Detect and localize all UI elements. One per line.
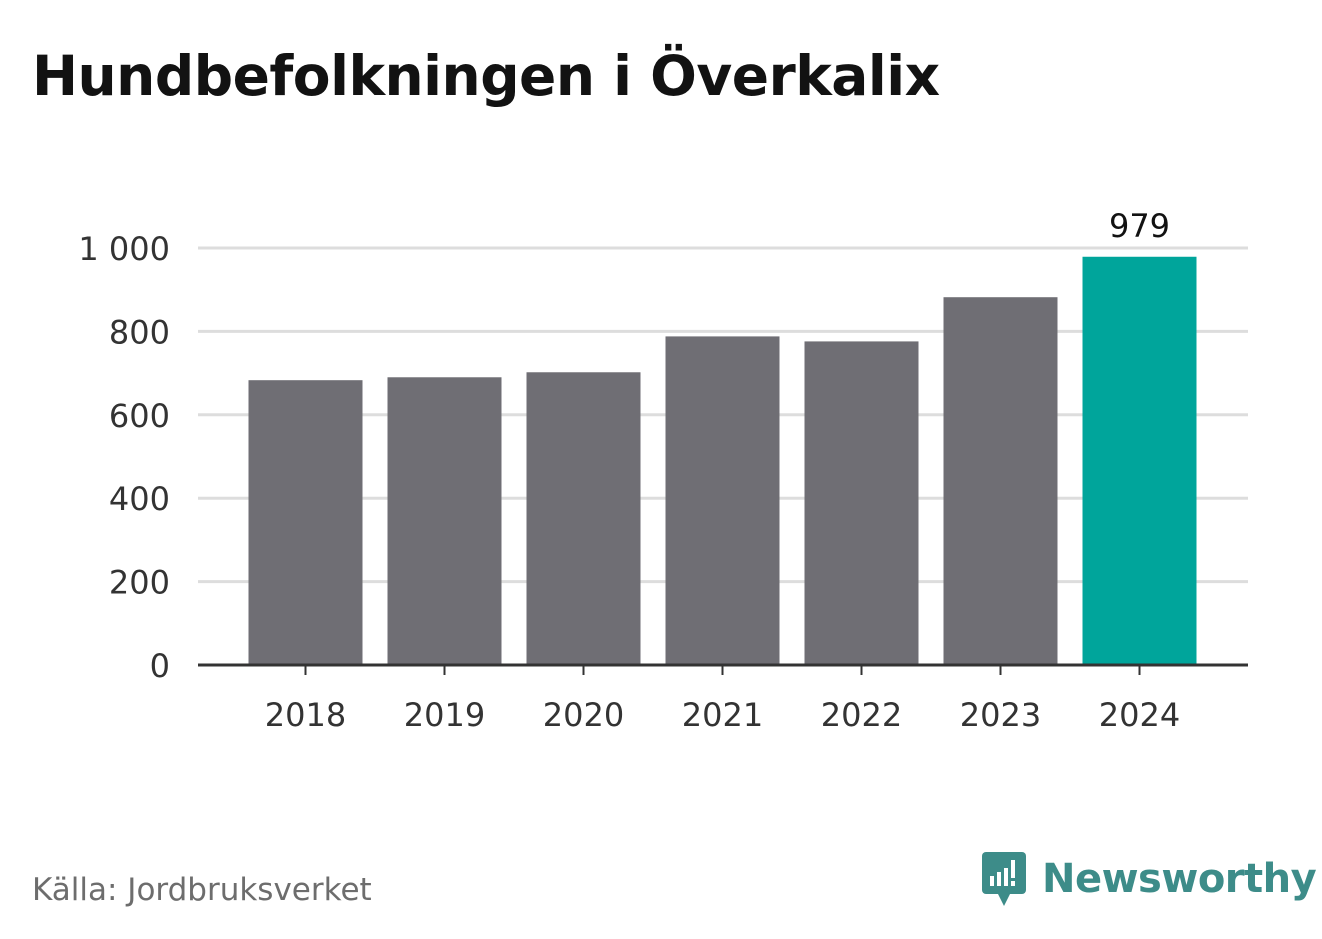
- x-tick-label: 2022: [821, 696, 902, 734]
- x-tick-label: 2021: [682, 696, 763, 734]
- x-tick-label: 2024: [1099, 696, 1180, 734]
- x-tick-label: 2023: [960, 696, 1041, 734]
- y-tick-label: 1 000: [78, 230, 170, 268]
- y-tick-label: 0: [150, 647, 170, 685]
- bar-2020: [526, 372, 641, 665]
- bar-2019: [387, 377, 502, 665]
- y-tick-label: 200: [109, 564, 170, 602]
- data-label: 979: [1109, 207, 1170, 245]
- x-tick-label: 2020: [543, 696, 624, 734]
- x-tick-label: 2018: [265, 696, 346, 734]
- newsworthy-logo-icon: [982, 852, 1026, 906]
- bar-2018: [248, 380, 363, 665]
- chart-title: Hundbefolkningen i Överkalix: [32, 44, 940, 108]
- source-note: Källa: Jordbruksverket: [32, 872, 372, 908]
- bar-2023: [943, 297, 1058, 665]
- brand-name: Newsworthy: [1042, 856, 1317, 902]
- newsworthy-brand[interactable]: Newsworthy: [980, 850, 1317, 908]
- bar-2021: [665, 336, 780, 665]
- bar-2022: [804, 341, 919, 665]
- bar-2024: [1082, 256, 1197, 665]
- y-tick-label: 400: [109, 480, 170, 518]
- y-tick-label: 600: [109, 397, 170, 435]
- y-tick-label: 800: [109, 313, 170, 351]
- x-tick-label: 2019: [404, 696, 485, 734]
